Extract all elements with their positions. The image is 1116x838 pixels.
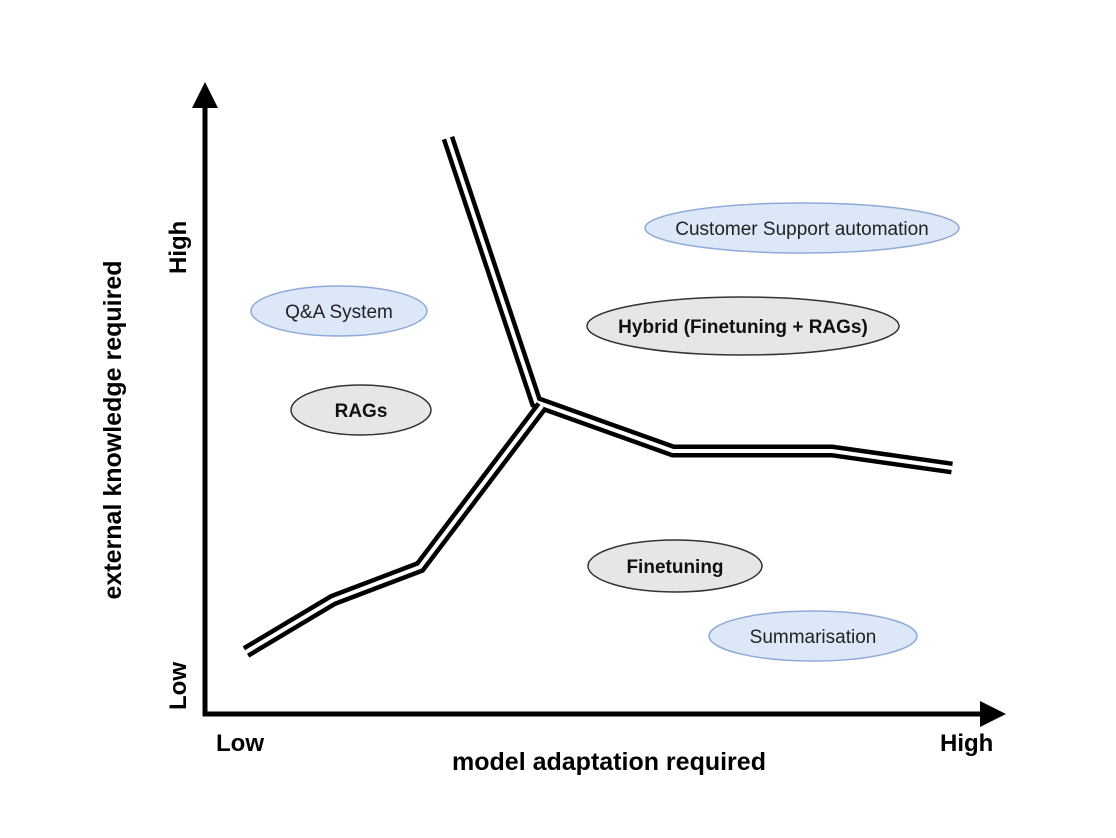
use-case-qa-system-ellipse [250,285,428,337]
region-rags-ellipse [290,384,432,436]
use-case-customer-support: Customer Support automation [644,202,960,254]
x-axis-arrowhead [980,701,1006,727]
boundary-lines [242,135,953,658]
region-rags: RAGs [290,384,432,436]
y-axis-title: external knowledge required [99,261,127,600]
y-axis-low-label: Low [165,662,192,710]
use-case-summarisation-label: Summarisation [750,627,877,648]
region-finetuning-label: Finetuning [626,557,723,578]
region-rags-label: RAGs [335,401,388,422]
y-axis-high-label: High [165,221,192,274]
y-axis-arrowhead [192,82,218,108]
x-axis-high-label: High [940,730,993,757]
boundary-upper-inner [446,137,953,470]
region-finetuning-ellipse [587,539,763,593]
use-case-customer-support-label: Customer Support automation [675,219,928,240]
region-hybrid-ellipse [586,296,900,356]
use-case-qa-system-label: Q&A System [285,302,393,323]
x-axis-low-label: Low [216,730,264,757]
use-case-summarisation-ellipse [708,610,918,662]
region-hybrid-label: Hybrid (Finetuning + RAGs) [618,317,868,338]
boundary-lower-outer [242,402,548,658]
region-finetuning: Finetuning [587,539,763,593]
use-case-summarisation: Summarisation [708,610,918,662]
use-case-qa-system: Q&A System [250,285,428,337]
use-case-customer-support-ellipse [644,202,960,254]
x-axis [203,701,1006,727]
boundary-lower-inner [244,404,544,654]
y-axis [192,82,218,716]
region-hybrid: Hybrid (Finetuning + RAGs) [586,296,900,356]
x-axis-title: model adaptation required [452,748,766,776]
